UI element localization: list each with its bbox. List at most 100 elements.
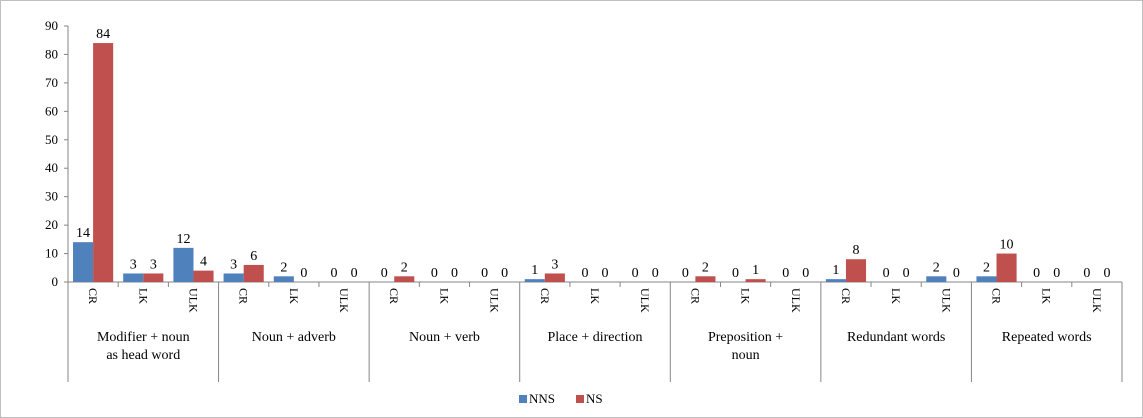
data-label: 10 — [1000, 238, 1014, 253]
category-label: CR — [839, 288, 853, 304]
data-label: 0 — [1033, 266, 1040, 281]
legend-swatch-ns — [576, 395, 584, 403]
data-label: 0 — [903, 266, 910, 281]
data-label: 0 — [331, 266, 338, 281]
data-label: 4 — [200, 255, 207, 270]
data-label: 3 — [551, 257, 558, 272]
data-label: 12 — [176, 232, 190, 247]
group-label: Place + direction — [548, 330, 643, 345]
data-label: 14 — [76, 226, 90, 241]
data-label: 0 — [732, 266, 739, 281]
bar-ns — [193, 270, 214, 282]
category-label: LK — [588, 288, 602, 304]
data-label: 0 — [451, 266, 458, 281]
data-label: 0 — [381, 266, 388, 281]
data-label: 0 — [581, 266, 588, 281]
category-label: LK — [889, 288, 903, 304]
data-label: 3 — [130, 257, 137, 272]
data-label: 0 — [431, 266, 438, 281]
category-label: ULK — [939, 288, 953, 313]
group-label: Modifier + noun — [97, 330, 190, 345]
bar-ns — [143, 273, 164, 282]
category-label: CR — [688, 288, 702, 304]
category-label: LK — [136, 288, 150, 304]
category-label: LK — [287, 288, 301, 304]
data-label: 0 — [481, 266, 488, 281]
category-label: ULK — [488, 288, 502, 313]
group-label: noun — [732, 348, 760, 363]
data-label: 2 — [280, 260, 287, 275]
data-label: 1 — [531, 263, 538, 278]
bar-nns — [173, 247, 194, 282]
legend: NNS NS — [519, 391, 603, 406]
data-label: 3 — [150, 257, 157, 272]
category-label: ULK — [1090, 288, 1104, 313]
bar-ns — [996, 253, 1017, 282]
category-label: CR — [538, 288, 552, 304]
category-label: CR — [237, 288, 251, 304]
y-tick-label: 70 — [45, 75, 58, 90]
category-label: CR — [990, 288, 1004, 304]
legend-label: NNS — [529, 391, 555, 406]
legend-swatch-nns — [519, 395, 527, 403]
x-axis-labels: CR LK ULK Modifier + noun as head word CR LK UL… — [86, 288, 1104, 363]
y-tick-label: 30 — [45, 189, 58, 204]
y-tick-label: 90 — [45, 18, 58, 33]
data-label: 1 — [832, 263, 839, 278]
y-tick-label: 60 — [45, 103, 58, 118]
group-label: Noun + adverb — [252, 330, 336, 345]
data-label: 2 — [702, 260, 709, 275]
data-label: 1 — [752, 263, 759, 278]
data-label: 2 — [933, 260, 940, 275]
category-label: CR — [387, 288, 401, 304]
group-label: Noun + verb — [409, 330, 480, 345]
bar-ns — [243, 264, 264, 282]
bar-nns — [926, 276, 947, 282]
data-label: 84 — [96, 27, 110, 42]
group-label: Preposition + — [708, 330, 783, 345]
data-label: 2 — [983, 260, 990, 275]
data-label: 0 — [782, 266, 789, 281]
data-label: 0 — [501, 266, 508, 281]
bar-nns — [273, 276, 294, 282]
data-label: 0 — [351, 266, 358, 281]
group-label: as head word — [106, 348, 180, 363]
bar-nns — [524, 279, 545, 282]
bar-ns — [745, 279, 766, 282]
data-label: 0 — [953, 266, 960, 281]
y-tick-label: 10 — [45, 246, 58, 261]
data-label: 0 — [883, 266, 890, 281]
group-label: Repeated words — [1002, 330, 1092, 345]
data-label: 0 — [1103, 266, 1110, 281]
category-label: ULK — [789, 288, 803, 313]
y-tick-label: 20 — [45, 217, 58, 232]
y-tick-label: 40 — [45, 160, 58, 175]
data-label: 8 — [852, 243, 859, 258]
data-label: 3 — [230, 257, 237, 272]
y-tick-label: 50 — [45, 132, 58, 147]
bar-nns — [123, 273, 144, 282]
data-label: 0 — [300, 266, 307, 281]
data-label: 0 — [632, 266, 639, 281]
bar-nns — [976, 276, 997, 282]
category-label: ULK — [638, 288, 652, 313]
data-label: 0 — [652, 266, 659, 281]
bar-ns — [93, 43, 114, 282]
data-label: 2 — [401, 260, 408, 275]
category-label: LK — [437, 288, 451, 304]
bar-ns — [394, 276, 415, 282]
y-tick-label: 0 — [52, 274, 59, 289]
category-label: CR — [86, 288, 100, 304]
data-label: 0 — [1053, 266, 1060, 281]
data-label: 0 — [682, 266, 689, 281]
category-label: LK — [739, 288, 753, 304]
data-label: 6 — [250, 249, 257, 264]
category-label: ULK — [337, 288, 351, 313]
legend-label: NS — [586, 391, 603, 406]
category-label: LK — [1040, 288, 1054, 304]
bar-ns — [695, 276, 716, 282]
